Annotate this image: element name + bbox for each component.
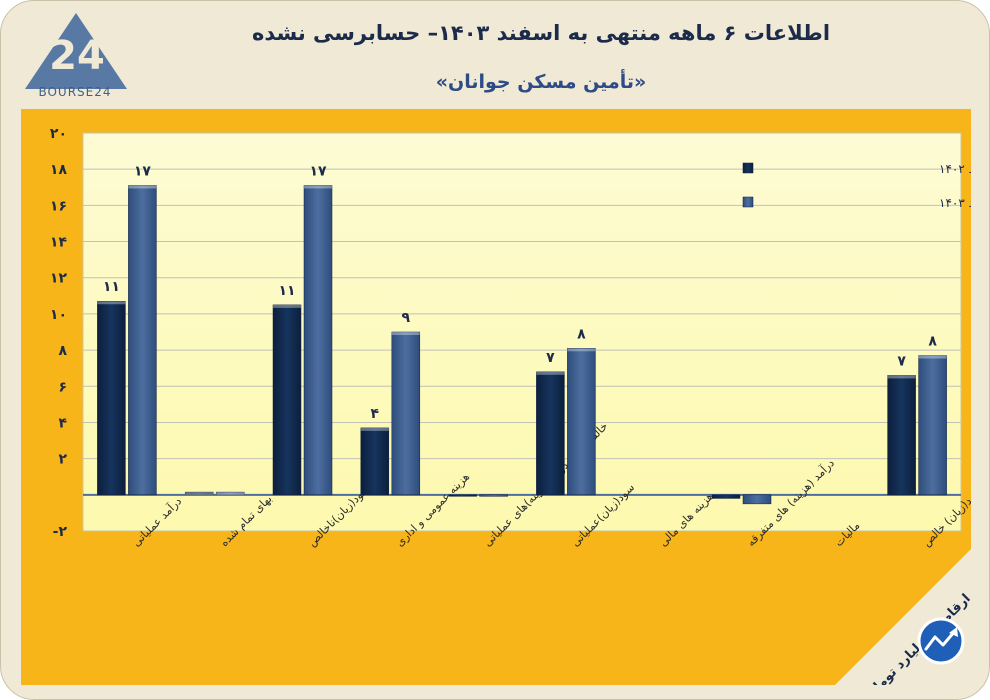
bar-highlight bbox=[536, 371, 565, 375]
legend-swatch bbox=[742, 196, 754, 208]
data-label: ۸ bbox=[577, 326, 586, 342]
legend-entry: عملکرد منتهی به اسفند ۱۴۰۳ bbox=[939, 196, 971, 211]
bar bbox=[448, 494, 477, 497]
y-tick-label: ۶ bbox=[58, 379, 67, 395]
data-label: ۱۱ bbox=[278, 283, 295, 299]
bar bbox=[567, 348, 596, 496]
legend-swatch bbox=[742, 162, 754, 174]
data-label: ۱۱ bbox=[103, 279, 120, 295]
bar bbox=[536, 371, 565, 496]
y-tick-label: ۱۴ bbox=[50, 235, 68, 251]
bar-highlight bbox=[185, 492, 214, 496]
bar-highlight bbox=[97, 301, 126, 305]
bar bbox=[918, 355, 947, 496]
y-tick-label: ۲۰ bbox=[50, 126, 67, 142]
chart-panel: ۲۰ ۱۸ ۱۶ ۱۴ ۱۲ ۱۰ ۸ ۶ ۴ ۲ -۲ ۱۱ ۱۷ درآمد عملیاتی بهای … bbox=[21, 109, 971, 685]
trend-icon-line bbox=[924, 629, 957, 651]
logo-mark: 24 bbox=[49, 33, 105, 79]
data-label: ۸ bbox=[928, 334, 937, 350]
data-label: ۱۷ bbox=[309, 163, 327, 179]
bar-highlight bbox=[360, 427, 389, 431]
legend-entry: عملکرد منتهی به اسفند ۱۴۰۲ bbox=[939, 162, 971, 177]
data-label: ۷ bbox=[546, 350, 555, 366]
bar bbox=[479, 494, 508, 497]
y-tick-label: ۱۶ bbox=[50, 198, 67, 214]
bar bbox=[303, 185, 333, 496]
y-tick-label: ۸ bbox=[58, 343, 67, 359]
bar-highlight bbox=[273, 304, 301, 308]
bar bbox=[360, 427, 390, 496]
bar-highlight bbox=[391, 332, 420, 335]
bar-highlight bbox=[567, 348, 596, 352]
bar bbox=[711, 494, 741, 499]
bar-highlight bbox=[887, 375, 916, 379]
bar bbox=[184, 491, 214, 496]
data-label: ۱۷ bbox=[134, 163, 152, 179]
trend-icon-arrow bbox=[949, 627, 958, 637]
logo-text: BOURSE24 bbox=[38, 85, 112, 99]
y-tick-label: ۲ bbox=[58, 452, 67, 468]
bar bbox=[128, 185, 157, 496]
page-subtitle: «تأمین مسکن جوانان» bbox=[435, 71, 647, 93]
bar bbox=[391, 331, 421, 496]
bar bbox=[272, 304, 302, 496]
bourse24-logo: 24 bbox=[21, 9, 131, 101]
y-tick-label: ۱۸ bbox=[50, 162, 68, 178]
data-label: ۷ bbox=[897, 353, 906, 369]
bar bbox=[97, 300, 126, 496]
y-tick-label: ۴ bbox=[58, 415, 67, 431]
page-title: اطلاعات ۶ ماهه منتهی به اسفند ۱۴۰۳– حساب… bbox=[251, 21, 831, 45]
y-tick-label: -۲ bbox=[53, 524, 68, 540]
data-label: ۴ bbox=[371, 406, 380, 422]
bar-highlight bbox=[304, 185, 332, 189]
y-tick-label: ۱۰ bbox=[50, 307, 67, 323]
bar-highlight bbox=[128, 185, 157, 189]
bar bbox=[215, 491, 245, 496]
data-label: ۹ bbox=[402, 310, 411, 326]
bar bbox=[887, 375, 916, 496]
plot-area bbox=[82, 132, 962, 532]
bar-highlight bbox=[216, 492, 245, 496]
bar-highlight bbox=[918, 355, 947, 359]
y-tick-label: ۱۲ bbox=[50, 271, 68, 287]
bar bbox=[742, 494, 772, 505]
